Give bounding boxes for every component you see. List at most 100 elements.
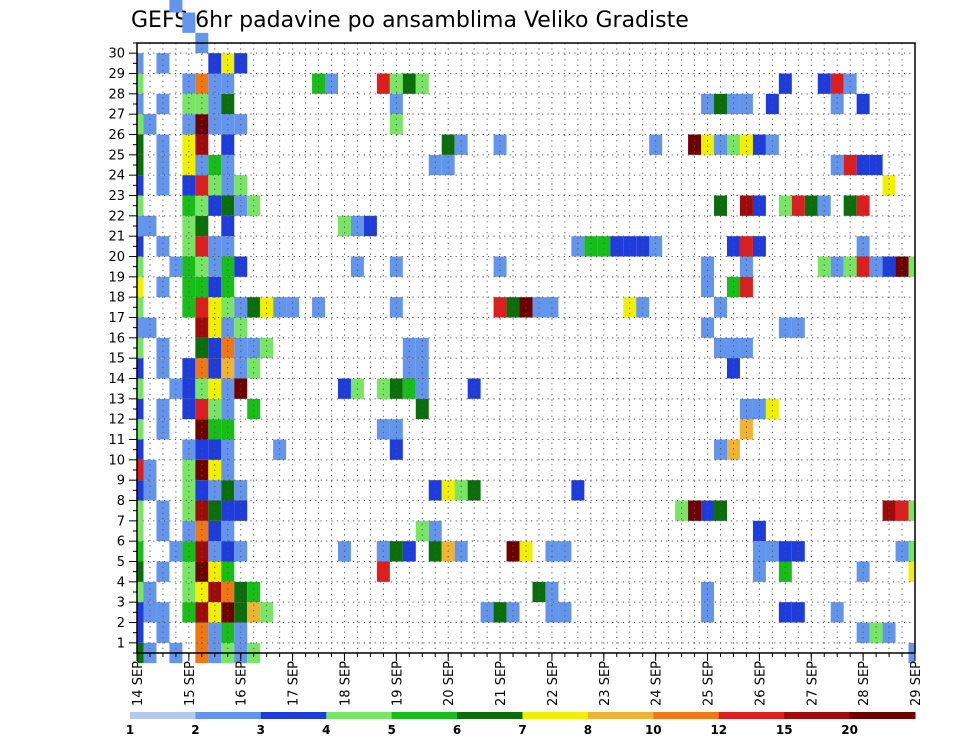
heatmap-cell	[688, 134, 702, 155]
heatmap-cell	[182, 154, 196, 176]
x-tick-label: 23 SEP	[598, 661, 613, 706]
heatmap-cell	[182, 398, 196, 420]
heatmap-cell	[195, 602, 209, 623]
heatmap-cell	[908, 561, 915, 582]
heatmap-cell	[895, 500, 909, 521]
heatmap-cell	[195, 337, 209, 359]
legend-swatch	[130, 712, 196, 719]
heatmap-cell	[195, 358, 209, 379]
heatmap-cell	[221, 236, 235, 257]
legend-label: 15	[776, 723, 793, 737]
heatmap-cell	[208, 93, 222, 115]
y-tick-label: 6	[117, 535, 125, 550]
heatmap-cell	[182, 73, 196, 94]
heatmap-cell	[208, 581, 222, 603]
heatmap-cell	[545, 581, 559, 603]
heatmap-cell	[428, 154, 442, 176]
heatmap-cell	[739, 134, 753, 155]
heatmap-cell	[428, 480, 442, 501]
heatmap-cell	[137, 276, 144, 298]
heatmap-cell	[843, 256, 857, 277]
heatmap-cell	[908, 541, 915, 562]
heatmap-cell	[143, 317, 157, 338]
heatmap-cell	[234, 480, 248, 501]
y-tick-label: 28	[108, 87, 125, 102]
heatmap-cell	[623, 297, 637, 318]
heatmap-cell	[752, 561, 766, 582]
heatmap-cell	[143, 602, 157, 623]
heatmap-cell	[137, 561, 144, 582]
heatmap-cell	[765, 134, 779, 155]
heatmap-cell	[701, 256, 715, 277]
heatmap-cell	[415, 358, 429, 379]
heatmap-cell	[195, 134, 209, 155]
heatmap-cell	[195, 297, 209, 318]
heatmap-cell	[208, 256, 222, 277]
heatmap-cell	[195, 215, 209, 237]
heatmap-cell	[376, 73, 390, 94]
y-tick-label: 10	[108, 453, 125, 468]
heatmap-cell	[137, 358, 144, 379]
heatmap-cell	[156, 419, 170, 440]
heatmap-cell	[182, 500, 196, 521]
heatmap-cell	[137, 256, 144, 277]
heatmap-cell	[610, 236, 624, 257]
heatmap-cell	[234, 500, 248, 521]
y-tick-label: 29	[108, 67, 125, 82]
heatmap-cell	[156, 500, 170, 521]
heatmap-cell	[137, 622, 144, 643]
heatmap-cell	[208, 236, 222, 257]
heatmap-cell	[739, 256, 753, 277]
heatmap-cell	[571, 236, 585, 257]
heatmap-cell	[882, 175, 896, 196]
heatmap-cell	[195, 520, 209, 542]
heatmap-cell	[195, 561, 209, 582]
heatmap-cell	[208, 53, 222, 74]
heatmap-cell	[739, 337, 753, 359]
heatmap-cell	[137, 317, 144, 338]
heatmap-cell	[869, 154, 883, 176]
heatmap-cell	[208, 398, 222, 420]
y-tick-label: 14	[108, 372, 125, 387]
heatmap-cell	[649, 236, 663, 257]
heatmap-cell	[389, 297, 403, 318]
heatmap-cell	[519, 297, 533, 318]
legend-swatch	[457, 712, 523, 719]
heatmap-cell	[221, 561, 235, 582]
heatmap-cell	[701, 602, 715, 623]
heatmap-cell	[221, 439, 235, 460]
heatmap-cell	[376, 419, 390, 440]
heatmap-cell	[726, 439, 740, 460]
heatmap-cell	[195, 480, 209, 501]
heatmap-cell	[830, 154, 844, 176]
heatmap-cell	[182, 256, 196, 277]
heatmap-cell	[402, 337, 416, 359]
heatmap-cell	[817, 256, 831, 277]
y-tick-label: 21	[108, 230, 125, 245]
heatmap-cell	[156, 134, 170, 155]
heatmap-cell	[182, 215, 196, 237]
legend-label: 4	[322, 723, 330, 737]
heatmap-cell	[739, 419, 753, 440]
heatmap-cell	[182, 175, 196, 196]
x-tick-label: 17 SEP	[287, 661, 302, 706]
heatmap-cell	[137, 215, 144, 237]
heatmap-cell	[739, 398, 753, 420]
heatmap-cell	[182, 236, 196, 257]
heatmap-cell	[221, 53, 235, 74]
heatmap-cell	[726, 93, 740, 115]
x-tick-label: 19 SEP	[390, 661, 405, 706]
heatmap-cell	[701, 93, 715, 115]
legend-label: 20	[841, 723, 858, 737]
heatmap-cell	[208, 317, 222, 338]
heatmap-cell	[221, 73, 235, 94]
x-tick-label: 26 SEP	[753, 661, 768, 706]
heatmap-cell	[752, 236, 766, 257]
heatmap-cell	[286, 297, 300, 318]
y-tick-label: 30	[108, 47, 125, 62]
y-tick-label: 2	[117, 616, 125, 631]
heatmap-cell	[532, 581, 546, 603]
y-tick-label: 17	[108, 311, 125, 326]
x-tick-label: 15 SEP	[183, 661, 198, 706]
heatmap-cell	[195, 236, 209, 257]
